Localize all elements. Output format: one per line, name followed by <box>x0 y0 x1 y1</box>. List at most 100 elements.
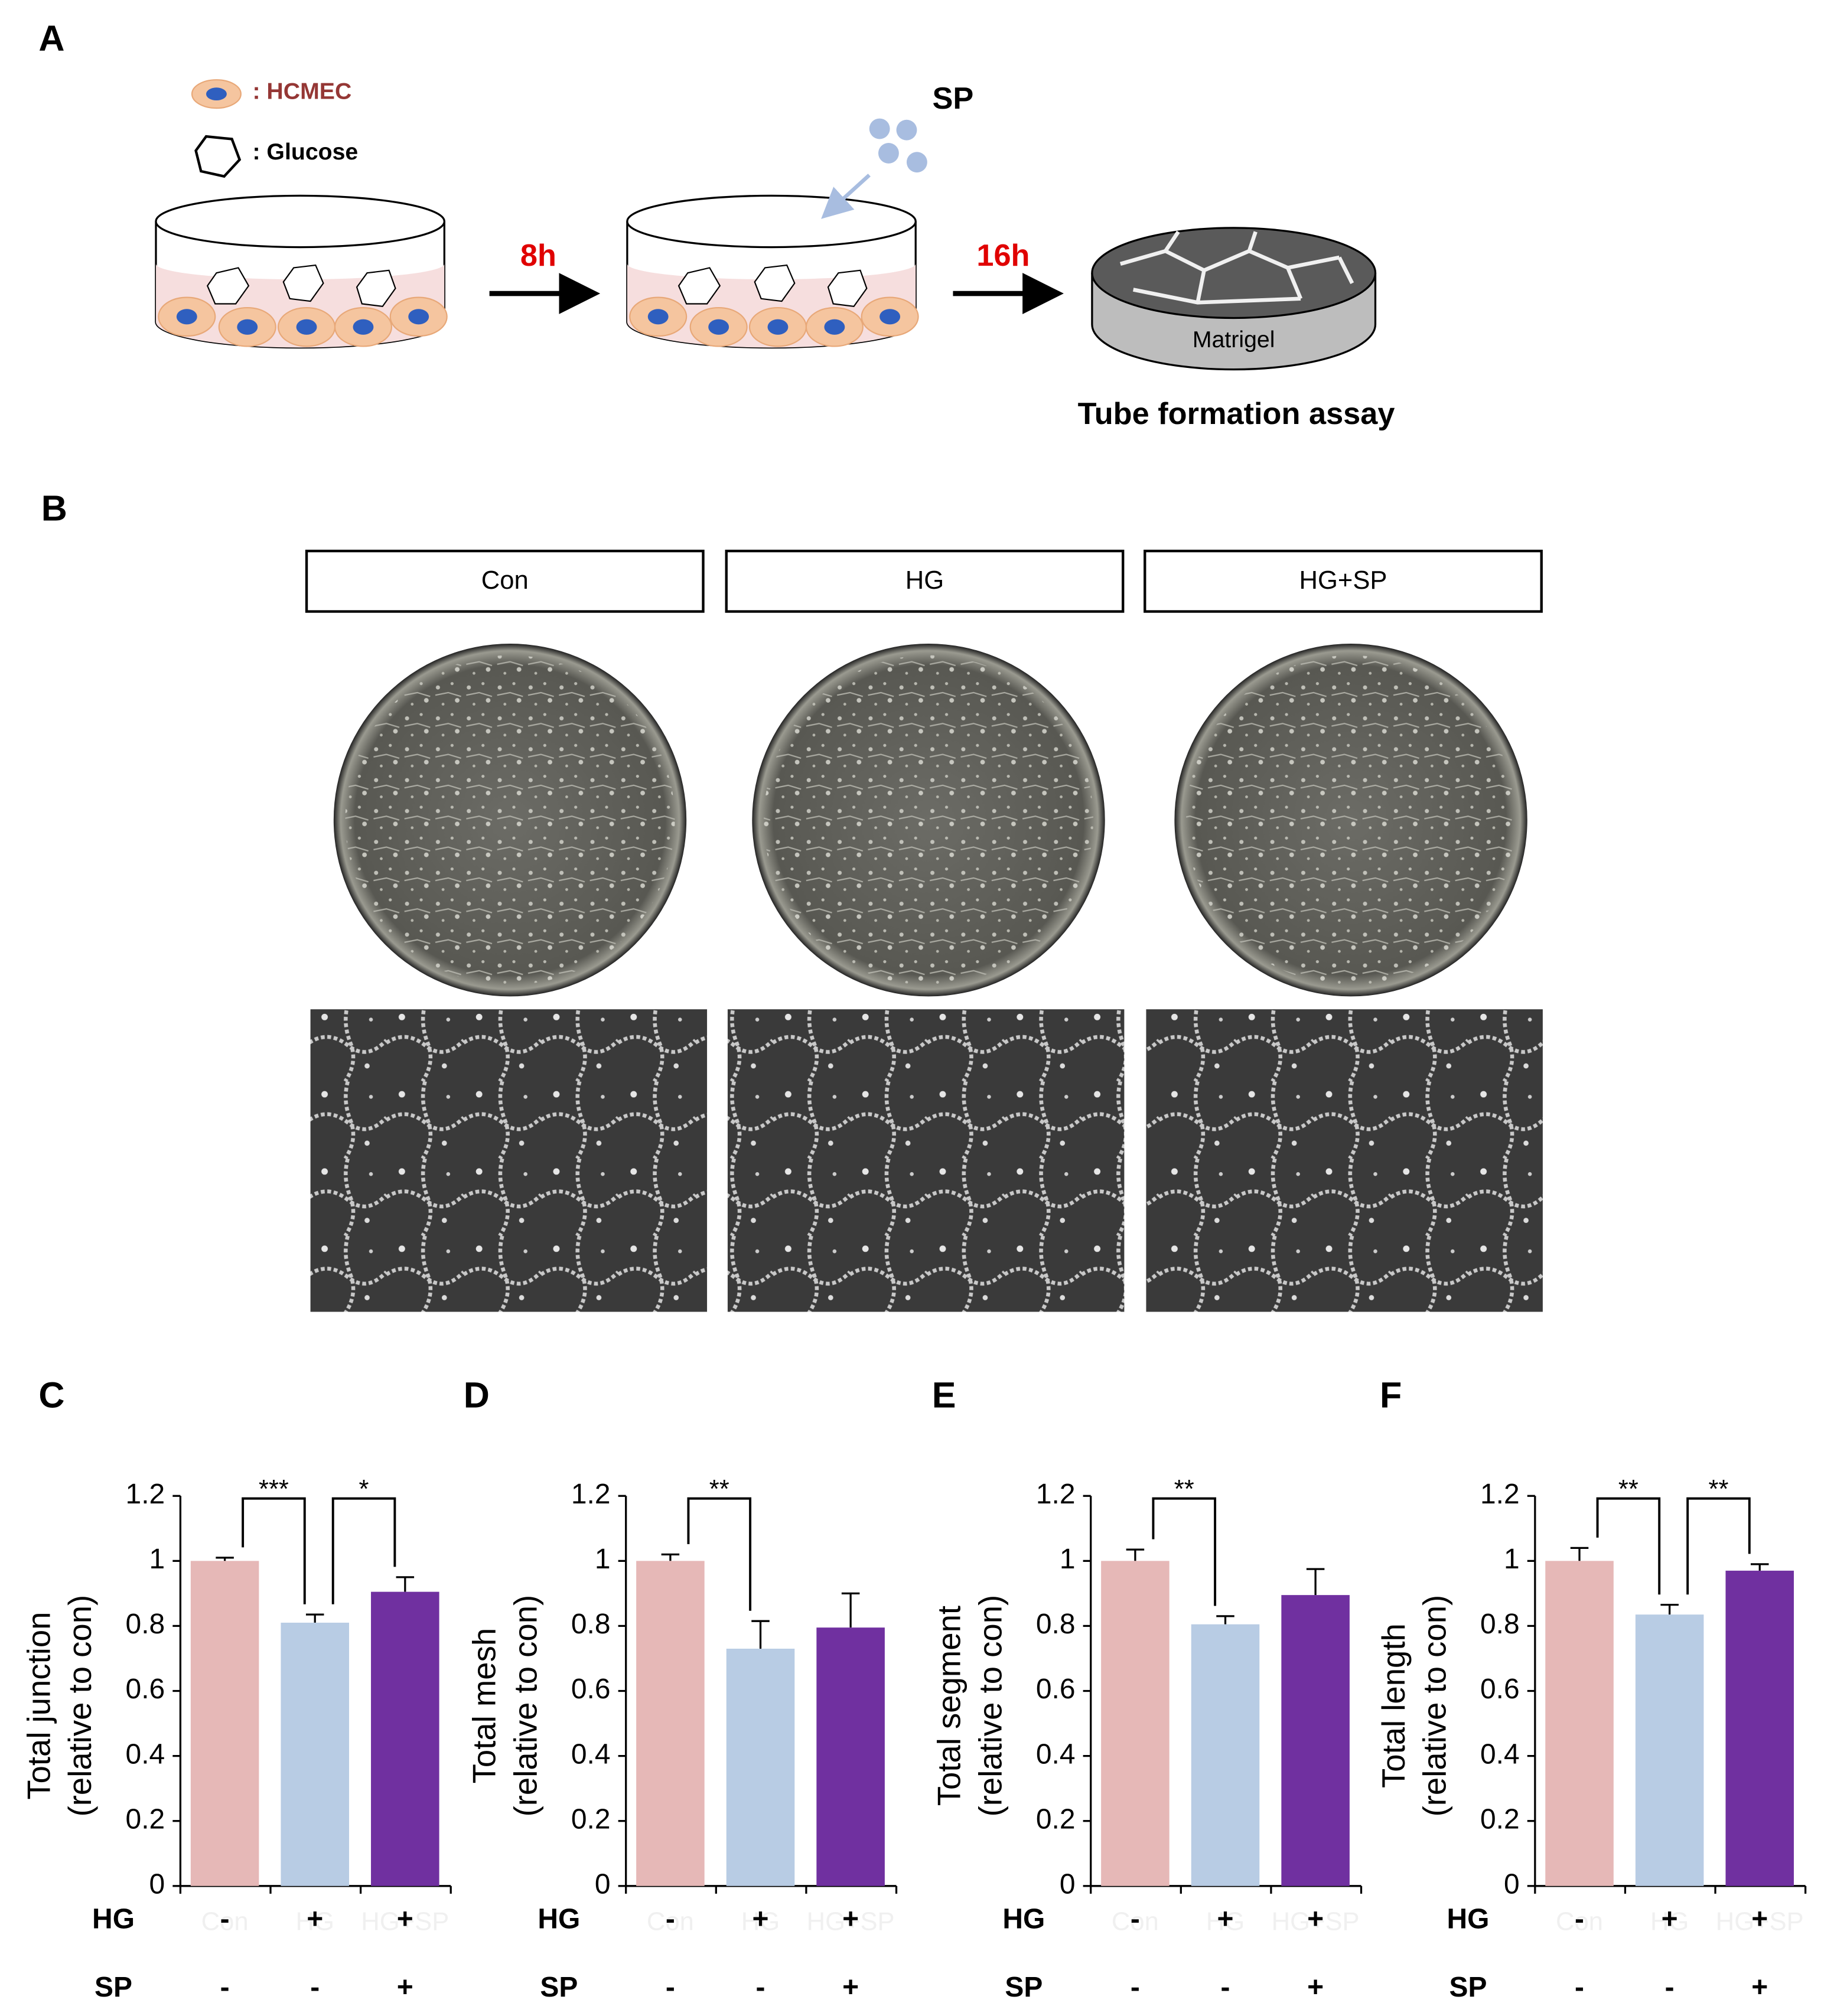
bar <box>190 1561 259 1886</box>
significance-bracket <box>331 1497 396 1604</box>
row-label: SP <box>95 1972 132 2003</box>
legend-text: : Glucose <box>252 139 358 165</box>
row-label: HG <box>1002 1903 1045 1935</box>
condition: + <box>1217 1903 1234 1935</box>
plate-texture <box>763 655 1094 985</box>
assay-label: Tube formation assay <box>1078 397 1395 431</box>
y-tick-label: 0.8 <box>1480 1609 1520 1640</box>
condition: - <box>756 1972 765 2003</box>
legend-glucose-icon <box>194 135 242 178</box>
y-tick-label: 1 <box>1504 1544 1520 1575</box>
condition: - <box>1575 1972 1584 2003</box>
micrograph <box>727 1009 1125 1312</box>
significance-label: ** <box>1174 1475 1194 1503</box>
step-label: 8h <box>520 239 556 273</box>
panel-label: D <box>464 1375 490 1415</box>
y-tick-label: 0.6 <box>571 1674 611 1705</box>
condition: - <box>1131 1972 1140 2003</box>
bar <box>1545 1561 1614 1886</box>
y-tick-label: 1.2 <box>1036 1479 1076 1510</box>
condition: + <box>1662 1903 1678 1935</box>
condition: + <box>1751 1972 1768 2003</box>
row-label: HG <box>537 1903 580 1935</box>
arrow <box>821 174 871 219</box>
condition: - <box>310 1972 320 2003</box>
category-label: Con <box>1112 1908 1159 1936</box>
condition: + <box>397 1903 413 1935</box>
condition: - <box>220 1972 230 2003</box>
y-tick-label: 0 <box>149 1868 165 1900</box>
condition: + <box>397 1972 413 2003</box>
matrigel-dish <box>1091 227 1377 371</box>
y-tick-label: 0.4 <box>1036 1738 1076 1770</box>
condition: - <box>666 1903 675 1935</box>
y-axis-label: Total junction <box>21 1612 57 1800</box>
y-tick-label: 0.2 <box>1480 1803 1520 1835</box>
bar <box>371 1591 439 1886</box>
significance-bracket <box>1596 1497 1661 1595</box>
condition: - <box>1131 1903 1140 1935</box>
y-tick-label: 0.2 <box>571 1803 611 1835</box>
category-label: HG+SP <box>1272 1908 1360 1936</box>
bar <box>281 1622 349 1886</box>
group-box <box>305 549 705 613</box>
category-label: Con <box>1556 1908 1603 1936</box>
y-tick-label: 0.8 <box>1036 1609 1076 1640</box>
row-label: SP <box>540 1972 578 2003</box>
condition: + <box>842 1903 859 1935</box>
y-axis-label: (relative to con) <box>972 1595 1008 1817</box>
category-label: HG <box>741 1908 780 1936</box>
panel-label: C <box>38 1375 64 1415</box>
y-tick-label: 0.4 <box>1480 1738 1520 1770</box>
significance-label: ** <box>709 1475 729 1503</box>
condition: + <box>1307 1903 1324 1935</box>
bar <box>1101 1561 1170 1886</box>
y-tick-label: 0 <box>595 1868 611 1900</box>
bar <box>636 1561 705 1886</box>
y-tick-label: 1 <box>149 1544 165 1575</box>
y-tick-label: 0 <box>1060 1868 1076 1900</box>
group-box <box>1144 549 1543 613</box>
y-tick-label: 0.2 <box>1036 1803 1076 1835</box>
category-label: HG+SP <box>361 1908 449 1936</box>
condition: + <box>842 1972 859 2003</box>
y-tick-label: 1.2 <box>571 1479 611 1510</box>
row-label: HG <box>92 1903 135 1935</box>
condition: + <box>307 1903 323 1935</box>
y-tick-label: 1.2 <box>126 1479 165 1510</box>
legend-text: : HCMEC <box>252 78 351 104</box>
dish <box>626 194 919 349</box>
category-label: HG <box>1650 1908 1689 1936</box>
bar <box>1191 1624 1260 1886</box>
condition: - <box>1665 1972 1675 2003</box>
condition: - <box>666 1972 675 2003</box>
category-label: Con <box>647 1908 694 1936</box>
significance-label: * <box>359 1475 369 1503</box>
category-label: HG <box>296 1908 334 1936</box>
significance-bracket <box>1686 1497 1751 1595</box>
y-tick-label: 0.2 <box>126 1803 165 1835</box>
y-tick-label: 0.8 <box>126 1609 165 1640</box>
group-box <box>725 549 1125 613</box>
y-axis-label: Total segment <box>931 1606 967 1806</box>
y-tick-label: 1.2 <box>1480 1479 1520 1510</box>
y-tick-label: 0.6 <box>1480 1674 1520 1705</box>
bar <box>1725 1570 1794 1886</box>
y-tick-label: 1 <box>595 1544 611 1575</box>
y-tick-label: 0.8 <box>571 1609 611 1640</box>
sp-particles <box>869 118 927 173</box>
group-label: HG <box>905 566 944 595</box>
y-tick-label: 0.4 <box>571 1738 611 1770</box>
category-label: HG <box>1206 1908 1245 1936</box>
significance-bracket <box>242 1497 306 1604</box>
plate-texture <box>1186 655 1516 985</box>
panel-label: A <box>38 18 64 58</box>
bar <box>1281 1595 1350 1886</box>
y-tick-label: 0 <box>1504 1868 1520 1900</box>
row-label: SP <box>1005 1972 1043 2003</box>
significance-label: *** <box>259 1475 289 1503</box>
y-axis-label: Total mesh <box>467 1628 503 1784</box>
panel-label: B <box>41 488 67 529</box>
micrograph <box>310 1009 708 1312</box>
